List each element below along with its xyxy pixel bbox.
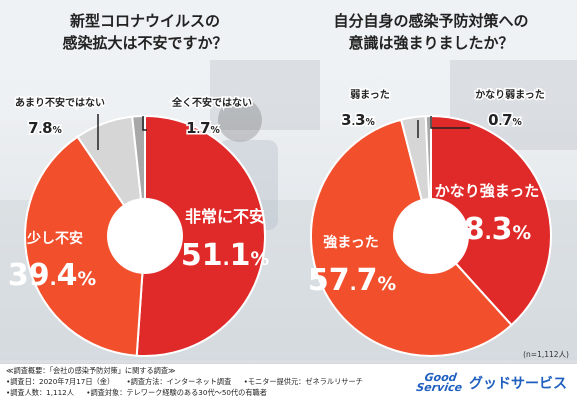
chart-title: 新型コロナウイルスの	[70, 12, 220, 30]
donut-hole	[393, 198, 469, 274]
slice-percentage: 38.3%	[443, 212, 532, 247]
slice-percentage: 57.7%	[308, 263, 397, 298]
footer-survey-method: •調査方法：インターネット調査	[126, 377, 232, 386]
footer-monitor-source: •モニター提供元：ゼネラルリサーチ	[243, 377, 363, 386]
footer-sample-count: •調査人数：1,112人	[6, 388, 74, 397]
chart-title: 意識は強まりましたか？	[348, 34, 513, 52]
slice-label: 強まった	[323, 234, 378, 251]
brand-name: グッドサービス	[469, 376, 567, 392]
slice-percentage: 0.7%	[488, 111, 522, 129]
slice-label: 弱まった	[350, 89, 390, 101]
slice-label: かなり弱まった	[475, 89, 545, 101]
footer-target: •調査対象：テレワーク経験のある30代〜50代の有職者	[86, 388, 267, 397]
leader-line	[142, 116, 147, 131]
footer-survey-date: •調査日：2020年7月17日（金）	[6, 377, 115, 386]
slice-percentage: 39.4%	[8, 258, 97, 293]
slice-label: かなり強まった	[435, 182, 539, 200]
slice-label: 少し不安	[26, 230, 83, 247]
pie-slice	[135, 114, 266, 357]
footer: ≪調査概要：「会社の感染予防対策」に関する調査≫ •調査日：2020年7月17日…	[0, 363, 577, 401]
chart-title: 自分自身の感染予防対策への	[333, 12, 528, 30]
leader-line	[430, 116, 470, 129]
donut-hole	[107, 198, 183, 274]
brand-logo: Good Service	[415, 371, 464, 394]
slice-percentage: 3.3%	[341, 111, 375, 129]
footer-line-3: •調査人数：1,112人 •調査対象：テレワーク経験のある30代〜50代の有職者	[6, 388, 277, 398]
slice-percentage: 51.1%	[181, 238, 270, 273]
brand: Good Service グッドサービス	[415, 371, 567, 394]
slice-label: 全く不安ではない	[171, 96, 252, 109]
slice-label: あまり不安ではない	[15, 96, 105, 109]
footer-survey-title: ≪調査概要：「会社の感染予防対策」に関する調査≫	[6, 366, 176, 375]
slice-percentage: 1.7%	[186, 119, 220, 137]
footer-line-2: •調査日：2020年7月17日（金） •調査方法：インターネット調査 •モニター…	[6, 377, 373, 387]
sample-size-note: (n=1,112人)	[523, 350, 569, 359]
chart-title: 感染拡大は不安ですか？	[62, 34, 227, 52]
pie-slice	[430, 114, 552, 327]
slice-label: 非常に不安	[185, 207, 265, 226]
slice-percentage: 7.8%	[28, 119, 62, 137]
pie-slice	[23, 135, 147, 357]
